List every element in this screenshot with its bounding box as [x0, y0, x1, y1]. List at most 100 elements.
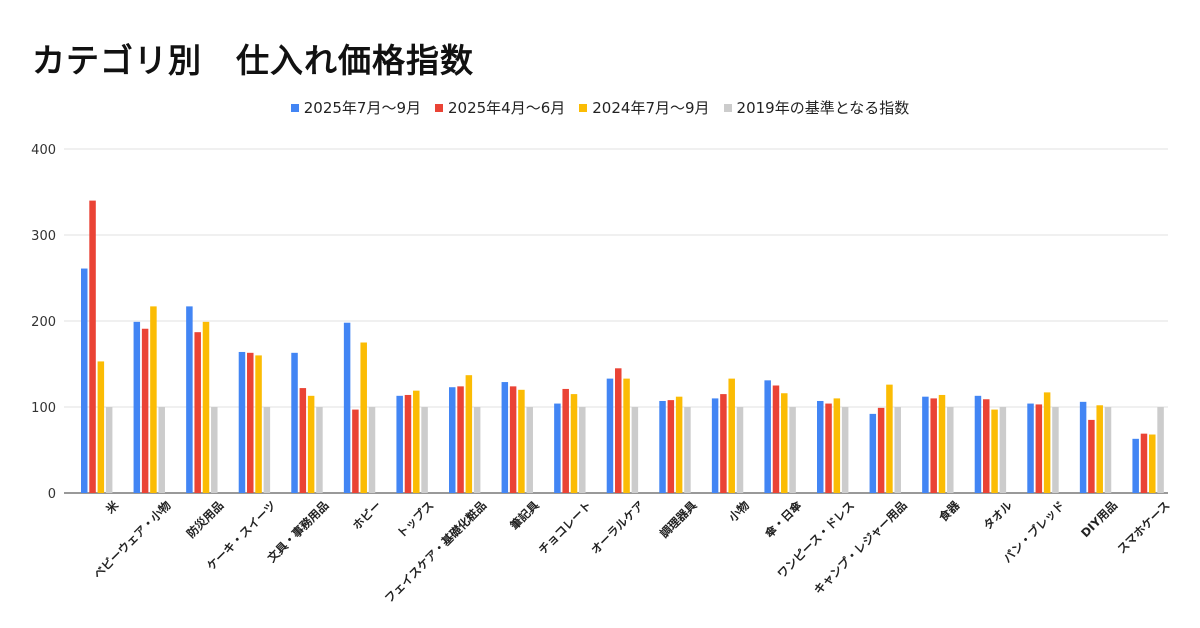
bar	[894, 407, 901, 493]
legend-item-2025-q3[interactable]: 2025年7月～9月	[290, 97, 421, 118]
x-tick-label: ホビー	[350, 498, 384, 532]
bar	[623, 378, 630, 493]
bar	[789, 407, 796, 493]
bar	[211, 407, 218, 493]
bar	[368, 407, 376, 493]
bar	[720, 394, 727, 493]
bar	[711, 398, 719, 493]
bar	[1140, 433, 1148, 493]
bar	[991, 409, 998, 493]
bar	[772, 385, 780, 493]
x-tick-label: チョコレート	[536, 498, 595, 557]
bar	[141, 328, 149, 493]
x-tick-label: DIY用品	[1078, 498, 1120, 540]
bar	[186, 306, 193, 493]
bar	[465, 375, 473, 493]
bar	[255, 355, 262, 493]
x-tick-label: 防災用品	[184, 498, 226, 540]
chart-title: カテゴリ別 仕入れ価格指数	[32, 41, 474, 80]
bar	[352, 409, 359, 493]
x-tick-label: 小物	[725, 498, 752, 525]
y-tick-label: 300	[31, 229, 56, 244]
bar	[675, 396, 683, 493]
bar	[983, 399, 990, 493]
x-tick-label: タオル	[981, 498, 1016, 533]
bar	[930, 398, 937, 493]
bar	[247, 352, 254, 493]
bar	[825, 403, 832, 493]
bar	[562, 388, 569, 493]
legend-swatch-2025-q2	[435, 103, 443, 112]
x-tick-label: 傘・日傘	[762, 498, 805, 541]
bar	[938, 394, 946, 493]
bar	[421, 407, 428, 493]
bar	[570, 394, 578, 493]
bar	[667, 400, 675, 493]
x-tick-label: 米	[102, 498, 121, 517]
bar	[877, 407, 885, 493]
bar	[307, 395, 315, 493]
legend-item-2024-q3[interactable]: 2024年7月～9月	[579, 97, 710, 118]
bar	[1079, 401, 1087, 493]
legend-swatch-2024-q3	[579, 103, 588, 112]
x-tick-label: 食器	[936, 498, 963, 525]
bar	[457, 386, 464, 493]
bar	[291, 352, 298, 493]
bar	[526, 407, 533, 493]
bar	[631, 407, 639, 493]
bar	[947, 407, 954, 493]
x-tick-label: ベビーウェア・小物	[91, 498, 174, 581]
bar	[1132, 438, 1139, 493]
bar	[1157, 407, 1164, 493]
bar	[263, 407, 271, 493]
bar	[922, 396, 929, 493]
bar	[316, 407, 323, 493]
bar	[781, 393, 788, 493]
bar	[1104, 407, 1112, 493]
bar	[817, 400, 824, 493]
bar	[89, 200, 96, 493]
bar	[1035, 404, 1043, 493]
legend-swatch-2025-q3	[290, 103, 299, 112]
legend-label-2025-q3: 2025年7月～9月	[303, 99, 421, 117]
bar	[158, 407, 165, 493]
y-tick-label: 400	[31, 143, 56, 158]
bar	[360, 342, 367, 493]
x-tick-label: 筆記具	[507, 498, 542, 533]
legend-label-2025-q2: 2025年4月～6月	[448, 99, 566, 117]
bar	[473, 407, 481, 493]
bar	[343, 322, 351, 493]
bar	[1096, 405, 1103, 493]
bar	[518, 389, 525, 493]
bar	[97, 361, 105, 493]
bar	[974, 395, 982, 493]
bar	[413, 390, 420, 493]
legend-item-2019-base[interactable]: 2019年の基準となる指数	[723, 97, 909, 118]
x-tick-label: キャンプ・レジャー用品	[811, 498, 910, 597]
bar	[886, 384, 893, 493]
y-tick-label: 0	[48, 487, 56, 502]
bar	[554, 403, 561, 493]
bar	[133, 321, 141, 493]
bar	[202, 321, 210, 493]
bar	[833, 398, 841, 493]
bar	[736, 407, 744, 493]
bar	[501, 382, 509, 493]
bar	[238, 351, 246, 493]
x-tick-label: フェイスケア・基礎化粧品	[382, 498, 489, 605]
x-tick-label: 調理器具	[657, 498, 700, 541]
y-tick-label: 100	[31, 401, 56, 416]
bar	[1027, 403, 1034, 493]
bar	[449, 387, 456, 493]
bar	[1043, 392, 1051, 493]
bar	[764, 380, 771, 493]
bar	[615, 368, 622, 493]
bar	[404, 394, 412, 493]
bar	[728, 378, 735, 493]
bar	[999, 407, 1007, 493]
y-tick-label: 200	[31, 315, 56, 330]
bar	[1149, 434, 1156, 493]
bar	[684, 407, 691, 493]
legend-item-2025-q2[interactable]: 2025年4月～6月	[435, 97, 565, 118]
